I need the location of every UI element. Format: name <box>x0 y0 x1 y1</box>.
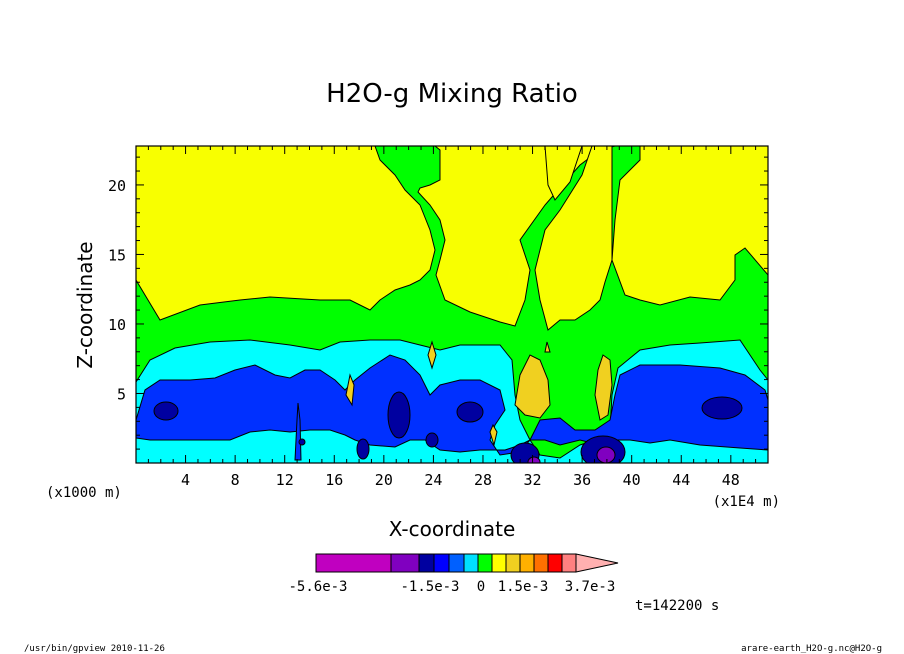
colorbar-swatch <box>390 553 420 573</box>
x-tick-label: 12 <box>276 471 294 489</box>
field-yellow <box>544 146 583 201</box>
colorbar <box>315 553 619 573</box>
y-axis-label: Z-coordinate <box>73 241 97 368</box>
field-navy <box>701 396 743 420</box>
y-tick-label: 20 <box>108 177 126 195</box>
colorbar-swatch <box>491 553 507 573</box>
x-tick-label: 28 <box>474 471 492 489</box>
field-navy <box>298 438 306 446</box>
chart-title: H2O-g Mixing Ratio <box>326 79 578 109</box>
x-tick-label: 20 <box>375 471 393 489</box>
field-yellow <box>136 146 436 321</box>
colorbar-swatch <box>533 553 549 573</box>
colorbar-swatch <box>547 553 563 573</box>
x-tick-label: 16 <box>325 471 343 489</box>
plot-frame <box>135 145 769 464</box>
colorbar-swatch <box>463 553 479 573</box>
y-ticks: 5 10 15 20 <box>108 156 768 450</box>
colorbar-swatch <box>315 553 392 573</box>
x-tick-label: 40 <box>623 471 641 489</box>
colorbar-swatch <box>477 553 493 573</box>
x-tick-label: 8 <box>231 471 240 489</box>
time-label: t=142200 s <box>635 598 719 614</box>
field-orange-yellow <box>544 341 551 353</box>
x-tick-label: 4 <box>181 471 190 489</box>
x-tick-label: 36 <box>573 471 591 489</box>
field-yellow <box>534 146 613 331</box>
x-tick-label: 48 <box>722 471 740 489</box>
field-orange-yellow <box>427 340 437 370</box>
field-purple <box>596 446 616 463</box>
y-tick-label: 10 <box>108 316 126 334</box>
field-orange-yellow <box>514 354 551 419</box>
colorbar-swatch <box>519 553 535 573</box>
x-axis-label: X-coordinate <box>389 517 516 541</box>
field-navy <box>456 401 484 423</box>
field-orange-yellow <box>345 373 355 407</box>
footer-left: /usr/bin/gpview 2010-11-26 <box>24 644 165 654</box>
field-blue <box>294 402 302 461</box>
field-orange-yellow <box>594 354 613 421</box>
colorbar-swatch <box>418 553 435 573</box>
colorbar-label: -1.5e-3 <box>400 579 459 595</box>
colorbar-label: 1.5e-3 <box>498 579 549 595</box>
colorbar-swatch <box>505 553 521 573</box>
colorbar-swatch <box>561 553 577 573</box>
field-navy <box>387 391 411 439</box>
colorbar-label: -5.6e-3 <box>288 579 347 595</box>
colorbar-label: 3.7e-3 <box>565 579 616 595</box>
field-navy <box>153 401 179 421</box>
x-unit-left: (x1000 m) <box>46 485 122 501</box>
x-unit-right: (x1E4 m) <box>713 494 780 510</box>
x-tick-label: 24 <box>424 471 442 489</box>
colorbar-arrow <box>575 553 619 573</box>
y-tick-label: 15 <box>108 246 126 264</box>
field-navy <box>356 438 370 460</box>
colorbar-swatch <box>448 553 465 573</box>
field-orange-yellow <box>489 423 498 447</box>
x-tick-label: 44 <box>672 471 690 489</box>
x-tick-label: 32 <box>524 471 542 489</box>
colorbar-labels: -5.6e-3 -1.5e-3 0 1.5e-3 3.7e-3 <box>288 579 615 595</box>
footer-right: arare-earth_H2O-g.nc@H2O-g <box>741 644 882 654</box>
field-purple <box>527 456 541 463</box>
colorbar-label: 0 <box>477 579 485 595</box>
colorbar-swatch <box>433 553 450 573</box>
y-tick-label: 5 <box>117 385 126 403</box>
field-navy <box>425 432 439 448</box>
x-ticks: 4 8 12 16 20 24 28 32 36 40 44 48 <box>147 146 757 489</box>
